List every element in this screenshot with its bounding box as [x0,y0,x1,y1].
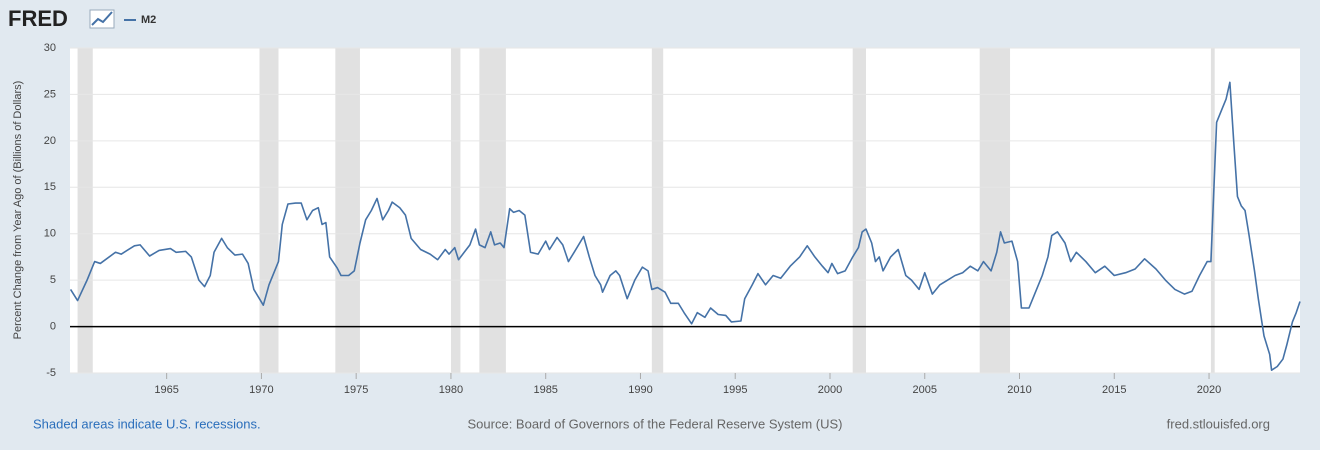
x-tick-label: 2010 [1007,384,1031,396]
recession-band [77,48,93,373]
y-tick-label: 20 [44,135,56,147]
plot-area [70,48,1300,373]
url[interactable]: fred.stlouisfed.org [1167,416,1270,431]
recession-band [335,48,360,373]
recession-band [979,48,1011,373]
x-tick-label: 1975 [344,384,368,396]
logo: FRED [8,6,68,31]
logo-icon [89,9,115,29]
x-tick-label: 1985 [533,384,557,396]
recession-band [651,48,664,373]
source: Source: Board of Governors of the Federa… [468,416,843,431]
legend-label: M2 [141,14,156,26]
y-tick-label: 5 [50,274,56,286]
recession-band [852,48,866,373]
y-tick-label: 30 [44,42,56,54]
x-tick-label: 1980 [439,384,463,396]
y-tick-label: 10 [44,228,56,240]
recession-note[interactable]: Shaded areas indicate U.S. recessions. [33,416,261,431]
y-tick-label: 15 [44,181,56,193]
recession-band [259,48,279,373]
y-tick-label: 25 [44,88,56,100]
series-line [69,81,1301,372]
x-tick-label: 1970 [249,384,273,396]
y-tick-label: -5 [46,367,56,379]
x-tick-label: 2015 [1102,384,1126,396]
x-tick-label: 1995 [723,384,747,396]
x-tick-label: 2005 [913,384,937,396]
y-axis-label: Percent Change from Year Ago of (Billion… [12,81,24,340]
recession-band [450,48,461,373]
x-tick-label: 1990 [628,384,652,396]
recession-band [479,48,506,373]
x-tick-label: 2000 [818,384,842,396]
x-tick-label: 2020 [1197,384,1221,396]
x-tick-label: 1965 [154,384,178,396]
y-tick-label: 0 [50,320,56,332]
